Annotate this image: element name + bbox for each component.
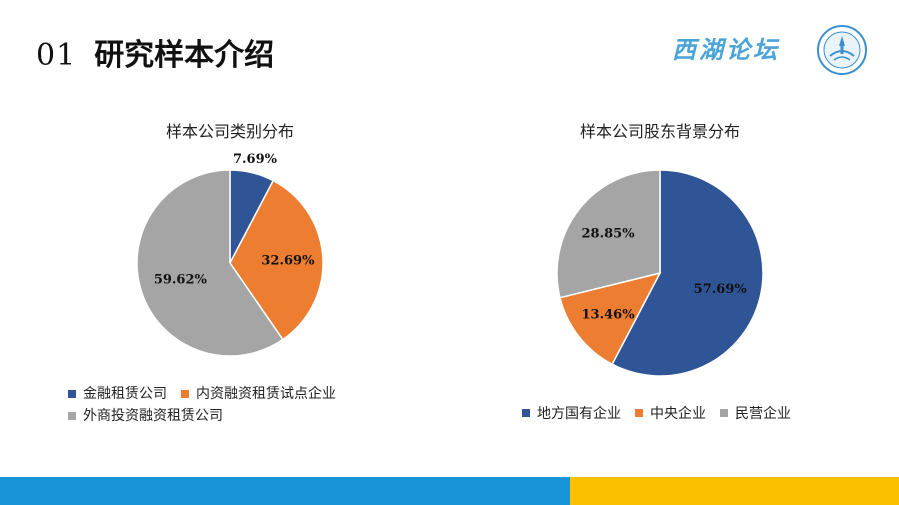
data-label: 57.69% bbox=[694, 282, 748, 297]
forum-logo-text: 西湖论坛 bbox=[672, 36, 780, 64]
data-label: 7.69% bbox=[233, 152, 278, 167]
chart-legend: 金融租赁公司 内资融资租赁试点企业外商投资融资租赁公司 bbox=[68, 383, 408, 427]
legend-swatch bbox=[181, 390, 189, 398]
legend-item: 中央企业 bbox=[635, 403, 706, 423]
legend-label: 地方国有企业 bbox=[537, 406, 621, 422]
legend-label: 外商投资融资租赁公司 bbox=[83, 408, 223, 424]
legend-item: 外商投资融资租赁公司 bbox=[68, 405, 223, 427]
legend-item: 民营企业 bbox=[720, 403, 791, 423]
legend-item: 地方国有企业 bbox=[522, 403, 621, 423]
legend-swatch bbox=[522, 409, 530, 417]
legend-label: 金融租赁公司 bbox=[83, 386, 167, 402]
legend-label: 中央企业 bbox=[650, 406, 706, 422]
slide-header: 01 研究样本介绍 bbox=[36, 30, 274, 74]
section-number: 01 bbox=[36, 38, 77, 73]
chart-title: 样本公司类别分布 bbox=[165, 122, 294, 141]
data-label: 59.62% bbox=[154, 272, 208, 287]
legend-item: 内资融资租赁试点企业 bbox=[181, 383, 336, 405]
chart-legend: 地方国有企业 中央企业 民营企业 bbox=[522, 403, 842, 423]
pie-slice bbox=[611, 169, 764, 377]
data-label: 13.46% bbox=[582, 308, 636, 323]
legend-item: 金融租赁公司 bbox=[68, 383, 167, 405]
footer-bar-blue bbox=[0, 477, 570, 505]
legend-swatch bbox=[635, 409, 643, 417]
shareholder-pie-chart: 样本公司股东背景分布 57.69% 13.46% 28.85% 地方国有企业 中央企业… bbox=[480, 118, 840, 438]
footer-bar-yellow bbox=[570, 477, 899, 505]
forum-emblem-icon bbox=[817, 25, 867, 75]
legend-label: 内资融资租赁试点企业 bbox=[196, 386, 336, 402]
pie-slice bbox=[556, 169, 661, 299]
legend-swatch bbox=[68, 390, 76, 398]
pie-slice bbox=[559, 271, 662, 366]
pie-plot-area: 7.69% 32.69% 59.62% bbox=[136, 152, 324, 357]
legend-swatch bbox=[720, 409, 728, 417]
legend-swatch bbox=[68, 412, 76, 420]
pie-slice bbox=[136, 169, 284, 357]
data-label: 32.69% bbox=[261, 253, 315, 268]
pie-slice bbox=[229, 179, 324, 341]
category-pie-chart: 样本公司类别分布 7.69% 32.69% 59.62% 金融租赁公司 内资融资租赁试… bbox=[60, 118, 400, 438]
legend-label: 民营企业 bbox=[735, 406, 791, 422]
page-title: 研究样本介绍 bbox=[94, 38, 275, 73]
data-label: 28.85% bbox=[582, 226, 636, 241]
chart-title: 样本公司股东背景分布 bbox=[579, 122, 740, 141]
pie-plot-area: 57.69% 13.46% 28.85% bbox=[556, 169, 764, 377]
